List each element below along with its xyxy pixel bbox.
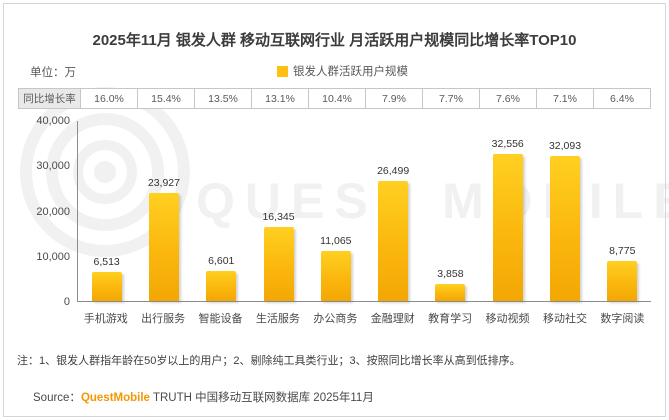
bar-value-label: 6,513 xyxy=(93,256,120,268)
x-axis-category-label: 出行服务 xyxy=(141,313,186,325)
bar xyxy=(91,272,122,301)
logo-inner-ring-icon xyxy=(73,140,137,204)
growth-rate-cell: 16.0% xyxy=(80,88,138,109)
y-axis-tick-label: 20,000 xyxy=(36,206,70,218)
bar-value-label: 11,065 xyxy=(320,235,352,247)
growth-rate-cell: 13.5% xyxy=(194,88,252,109)
chart-column: 32,093 xyxy=(536,121,593,301)
y-axis-tick-label: 40,000 xyxy=(36,115,70,127)
x-axis-category-label: 智能设备 xyxy=(198,313,243,325)
x-axis-category-label: 生活服务 xyxy=(255,313,300,325)
bar-value-label: 26,499 xyxy=(377,165,410,177)
bar-value-label: 8,775 xyxy=(609,245,636,257)
x-axis-category-label: 数字阅读 xyxy=(600,313,645,325)
chart-column: 26,499 xyxy=(364,121,421,301)
logo-center-dot-icon xyxy=(94,161,116,183)
bar-value-label: 16,345 xyxy=(262,211,295,223)
growth-rate-cell: 13.1% xyxy=(251,88,309,109)
growth-rate-cell: 7.9% xyxy=(365,88,423,109)
bar xyxy=(206,271,237,301)
growth-rate-cell: 15.4% xyxy=(137,88,195,109)
bar-value-label: 32,093 xyxy=(548,140,582,152)
chart-column: 16,345 xyxy=(250,121,307,301)
bar-value-label: 3,858 xyxy=(437,268,464,280)
legend-label: 银发人群活跃用户规模 xyxy=(293,66,408,78)
bar-value-label: 32,556 xyxy=(491,138,524,150)
chart-column: 8,775 xyxy=(594,121,651,301)
source-prefix: Source： xyxy=(33,392,81,404)
chart-column: 6,601 xyxy=(193,121,250,301)
growth-rate-row-label: 同比增长率 xyxy=(18,88,81,109)
x-axis-category-label: 移动社交 xyxy=(542,313,587,325)
bar-value-label: 23,927 xyxy=(147,177,180,189)
bar xyxy=(435,284,466,301)
chart-column: 11,065 xyxy=(307,121,364,301)
chart-column: 32,556 xyxy=(479,121,536,301)
plot-area: 6,513 23,927 6,601 16,345 11,065 26,499 3,858 3… xyxy=(77,121,651,302)
unit-label: 单位：万 xyxy=(30,67,76,79)
y-axis-tick-label: 10,000 xyxy=(36,251,70,263)
legend: 银发人群活跃用户规模 xyxy=(277,63,408,79)
bar xyxy=(148,193,179,301)
bar-value-label: 6,601 xyxy=(208,255,235,267)
bar xyxy=(378,181,409,301)
x-axis-category-label: 金融理财 xyxy=(370,313,415,325)
growth-rate-cell: 7.7% xyxy=(422,88,480,109)
growth-rate-cell: 7.6% xyxy=(479,88,537,109)
bar xyxy=(320,251,351,301)
bar xyxy=(607,261,638,301)
chart-column: 3,858 xyxy=(422,121,479,301)
x-axis-category-label: 移动视频 xyxy=(485,313,530,325)
source-brand: QuestMobile xyxy=(80,392,150,404)
growth-rate-cell: 7.1% xyxy=(536,88,594,109)
x-axis-category-label: 手机游戏 xyxy=(83,313,128,325)
bar xyxy=(263,227,294,301)
chart-title: 2025年11月 银发人群 移动互联网行业 月活跃用户规模同比增长率TOP10 xyxy=(92,32,577,49)
source-line: Source：QuestMobile TRUTH 中国移动互联网数据库 2025… xyxy=(33,389,374,405)
footnote: 注：1、银发人群指年龄在50岁以上的用户；2、剔除纯工具类行业；3、按照同比增长… xyxy=(17,355,521,367)
x-axis-category-label: 办公商务 xyxy=(313,313,358,325)
bar xyxy=(492,154,523,301)
x-axis-labels: 手机游戏 出行服务 智能设备 生活服务 办公商务 金融理财 教育学习 移动视频 移动社交 数字阅读 xyxy=(77,310,651,326)
growth-rate-cell: 10.4% xyxy=(308,88,366,109)
source-suffix: TRUTH 中国移动互联网数据库 2025年11月 xyxy=(149,392,374,404)
chart-column: 6,513 xyxy=(78,121,135,301)
questmobile-text-watermark: QUEST MOBILE xyxy=(196,173,669,229)
legend-swatch-icon xyxy=(277,65,288,77)
chart-column: 23,927 xyxy=(135,121,192,301)
growth-rate-cell: 6.4% xyxy=(593,88,651,109)
bar xyxy=(550,156,581,301)
y-axis-tick-label: 30,000 xyxy=(36,160,70,172)
growth-rate-table: 同比增长率 16.0% 15.4% 13.5% 13.1% 10.4% 7.9% 7.7% 7… xyxy=(18,88,651,109)
x-axis-category-label: 教育学习 xyxy=(428,313,473,325)
y-axis-tick-label: 0 xyxy=(63,296,70,308)
